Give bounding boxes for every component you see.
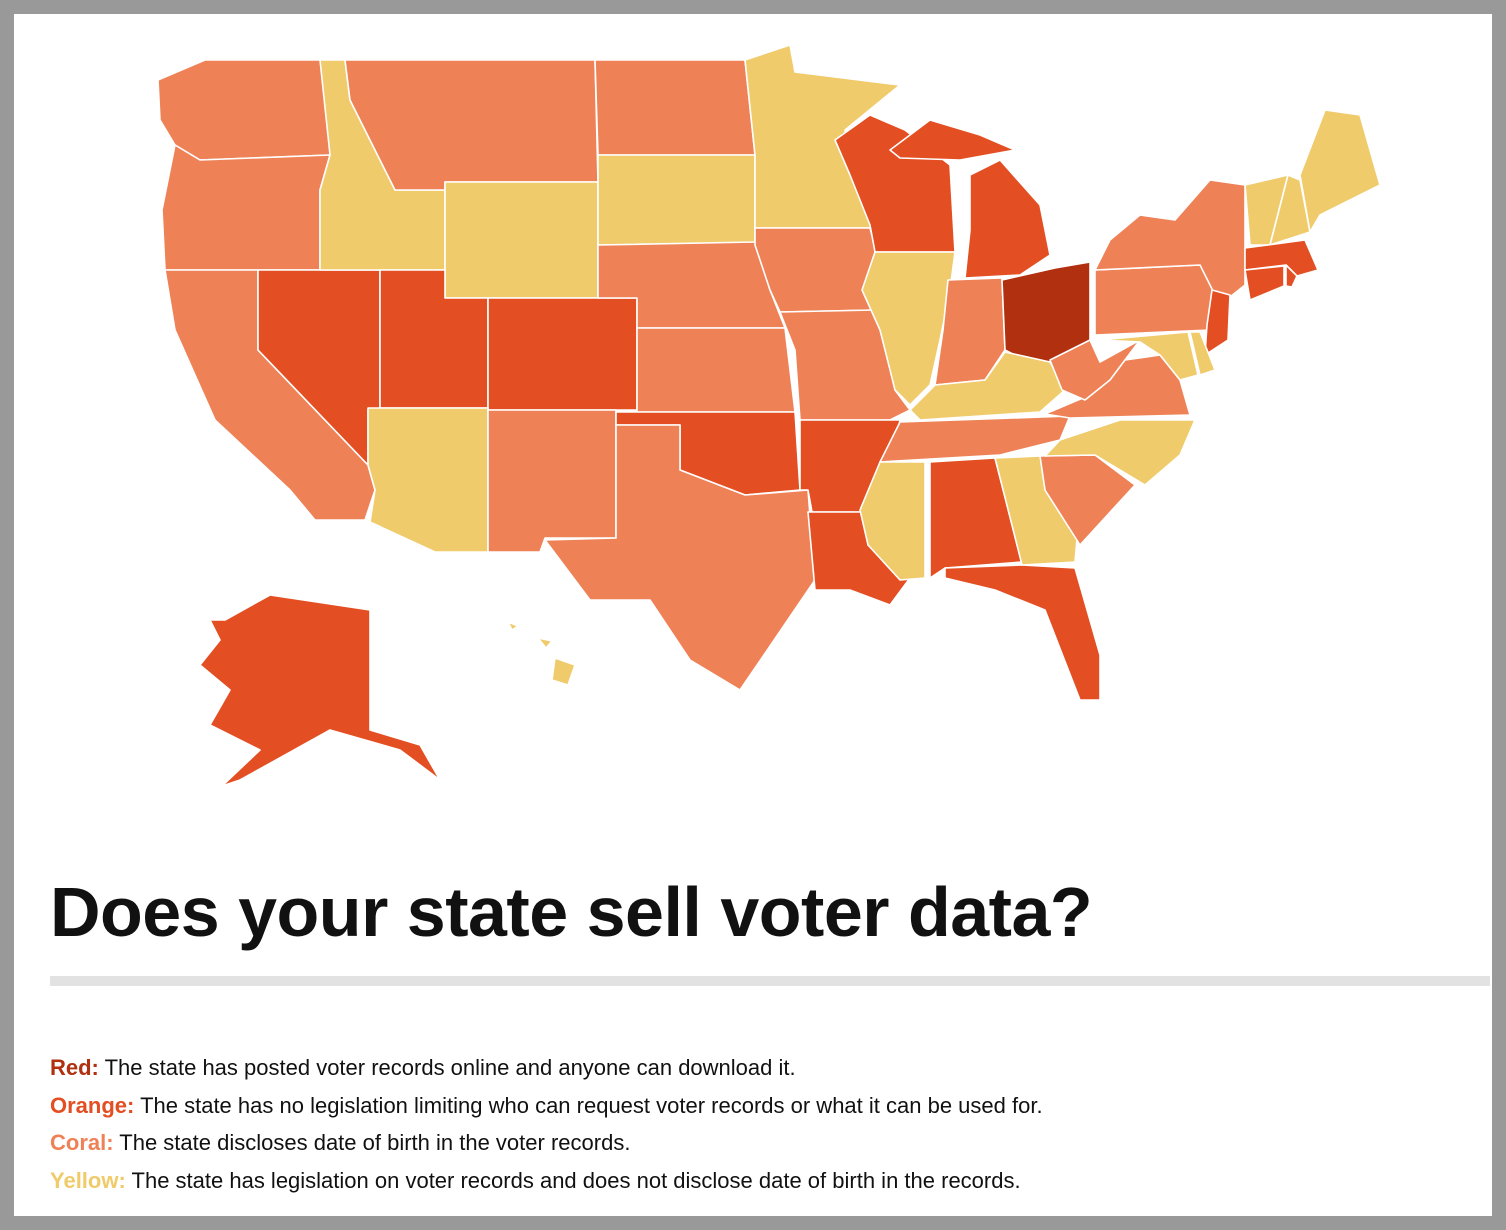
- legend-text: The state discloses date of birth in the…: [119, 1130, 631, 1155]
- state: [537, 637, 553, 649]
- state: [879, 415, 1071, 463]
- state: [551, 657, 576, 686]
- state: [944, 564, 1101, 701]
- state: [367, 407, 489, 553]
- state: [636, 327, 796, 413]
- state: [161, 144, 331, 271]
- state: [544, 424, 816, 691]
- state: [1285, 264, 1298, 288]
- state: [1044, 419, 1196, 486]
- state: [859, 461, 926, 581]
- legend-label: Yellow:: [50, 1167, 126, 1193]
- state: [1049, 339, 1141, 401]
- legend-entry: Coral: The state discloses date of birth…: [50, 1124, 1043, 1162]
- state: [444, 181, 599, 299]
- legend-entry: Orange: The state has no legislation lim…: [50, 1087, 1043, 1125]
- state: [157, 59, 346, 161]
- legend-label: Coral:: [50, 1130, 114, 1155]
- legend-entry: Yellow: The state has legislation on vot…: [50, 1162, 1043, 1200]
- legend-entry: Red: The state has posted voter records …: [50, 1049, 1043, 1087]
- state: [487, 297, 638, 411]
- legend-text: The state has legislation on voter recor…: [131, 1167, 1021, 1193]
- state: [594, 59, 756, 156]
- state: [487, 409, 617, 553]
- state: [889, 119, 1016, 161]
- state: [1094, 264, 1216, 336]
- legend-text: The state has posted voter records onlin…: [104, 1055, 796, 1080]
- state: [1299, 109, 1381, 233]
- title: Does your state sell voter data?: [50, 873, 1093, 951]
- legend-label: Red:: [50, 1055, 99, 1080]
- state: [1244, 265, 1285, 301]
- state: [597, 154, 756, 246]
- state: [929, 457, 1023, 579]
- card: Does your state sell voter data? Red: Th…: [14, 14, 1492, 1216]
- state: [964, 159, 1051, 279]
- state: [1204, 289, 1231, 356]
- us-map: [157, 44, 1381, 787]
- state: [1099, 331, 1199, 381]
- state: [199, 594, 441, 787]
- legend: Red: The state has posted voter records …: [50, 1049, 1043, 1199]
- legend-text: The state has no legislation limiting wh…: [140, 1092, 1043, 1118]
- state: [1189, 331, 1216, 376]
- state: [861, 251, 956, 406]
- state: [507, 621, 519, 631]
- divider: [50, 976, 1490, 986]
- legend-label: Orange:: [50, 1092, 135, 1118]
- state: [1094, 179, 1246, 306]
